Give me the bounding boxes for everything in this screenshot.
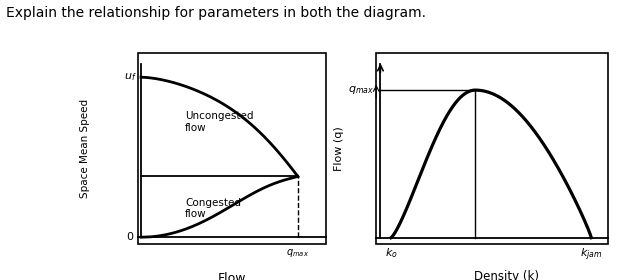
Text: Uncongested
flow: Uncongested flow [185,111,253,133]
Bar [376,53,608,244]
Bar [138,53,326,244]
Text: $q_{max}$: $q_{max}$ [287,247,309,259]
Text: 0: 0 [126,232,133,242]
Text: Congested
flow: Congested flow [185,198,241,219]
Text: $k_o$: $k_o$ [384,247,398,260]
Text: Flow: Flow [218,272,246,280]
Text: $u_f$: $u_f$ [124,71,137,83]
Text: $k_{jam}$: $k_{jam}$ [580,247,603,263]
Text: $q_{max}$: $q_{max}$ [348,84,374,96]
Text: Density (k): Density (k) [473,270,539,280]
Text: Explain the relationship for parameters in both the diagram.: Explain the relationship for parameters … [6,6,426,20]
Text: Space Mean Speed: Space Mean Speed [80,99,90,198]
Text: Flow (q): Flow (q) [334,126,344,171]
